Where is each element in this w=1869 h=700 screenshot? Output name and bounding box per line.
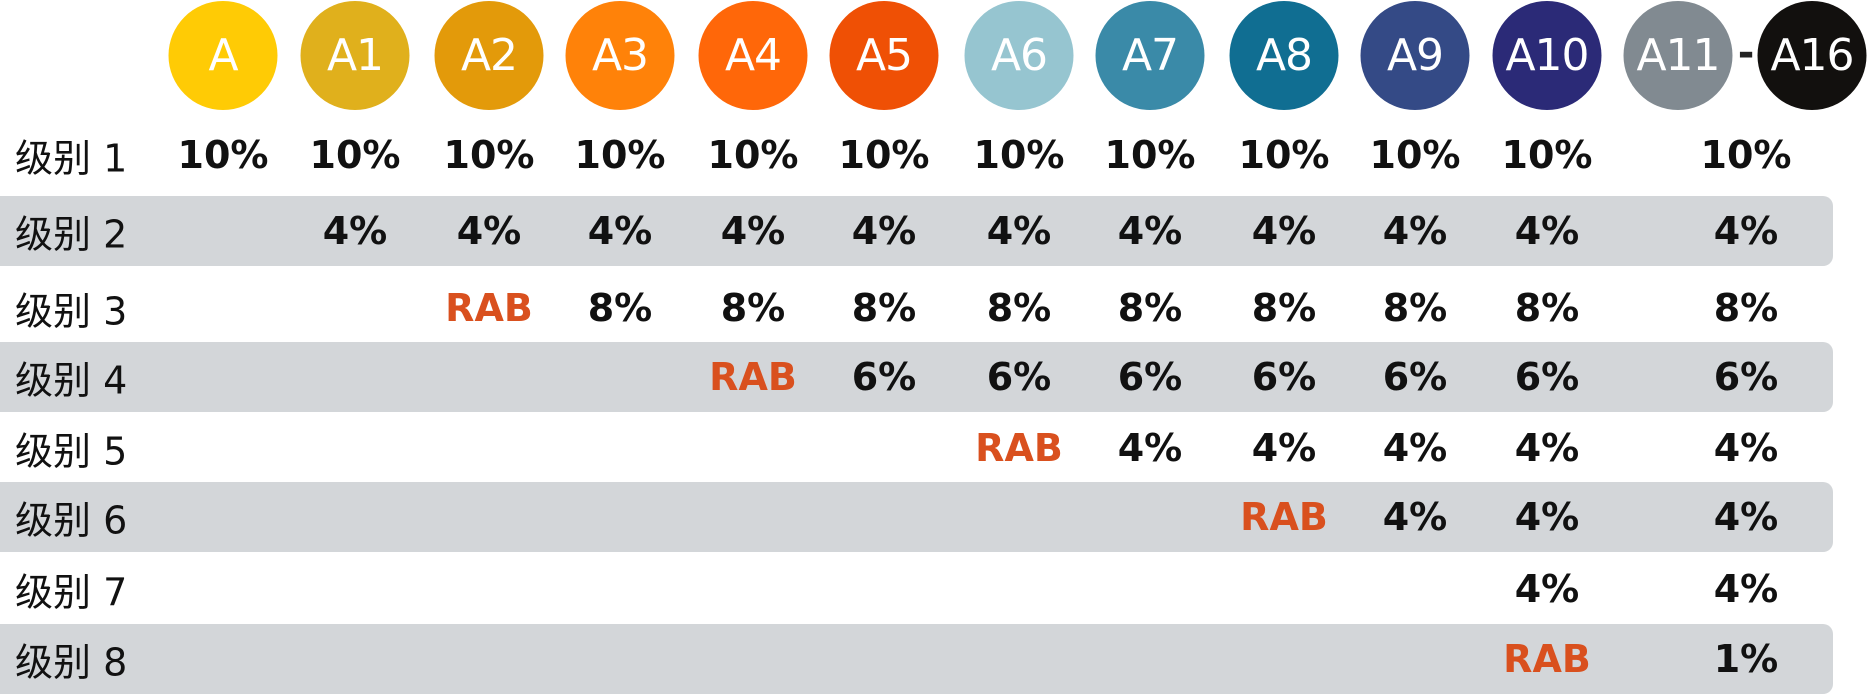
percent-cell: 4% xyxy=(1251,209,1317,253)
percent-cell: 10% xyxy=(1700,133,1792,177)
percent-cell: 10% xyxy=(177,133,269,177)
percent-cell: 4% xyxy=(986,209,1052,253)
percent-cell: 4% xyxy=(1713,495,1779,539)
percent-cell: 4% xyxy=(1713,209,1779,253)
column-badge-a4: A4 xyxy=(698,1,808,110)
column-badge-a8: A8 xyxy=(1229,1,1339,110)
percent-cell: 10% xyxy=(309,133,401,177)
rab-cell: RAB xyxy=(709,355,797,399)
percent-cell: 4% xyxy=(1382,495,1448,539)
percent-cell: 4% xyxy=(851,209,917,253)
percent-cell: 8% xyxy=(1382,286,1448,330)
percent-cell: 10% xyxy=(1501,133,1593,177)
column-badge-a1: A1 xyxy=(300,1,410,110)
percent-cell: 1% xyxy=(1713,637,1779,681)
rab-cell: RAB xyxy=(445,286,533,330)
percent-cell: 6% xyxy=(1251,355,1317,399)
row-label: 级别 5 xyxy=(15,429,128,474)
rab-cell: RAB xyxy=(975,426,1063,470)
percent-cell: 10% xyxy=(1104,133,1196,177)
percent-cell: 6% xyxy=(986,355,1052,399)
percent-cell: 8% xyxy=(1514,286,1580,330)
row-label: 级别 6 xyxy=(15,498,128,543)
rab-cell: RAB xyxy=(1240,495,1328,539)
column-badge-a16: A16 xyxy=(1757,1,1867,110)
percent-cell: 4% xyxy=(1382,426,1448,470)
row-band xyxy=(0,196,1833,266)
column-badge-a7: A7 xyxy=(1095,1,1205,110)
percent-cell: 8% xyxy=(851,286,917,330)
percent-cell: 4% xyxy=(1251,426,1317,470)
row-label: 级别 4 xyxy=(15,358,128,403)
column-badge-a6: A6 xyxy=(964,1,1074,110)
percent-cell: 4% xyxy=(1382,209,1448,253)
percent-cell: 10% xyxy=(574,133,666,177)
column-badge-a2: A2 xyxy=(434,1,544,110)
row-band xyxy=(0,482,1833,552)
percent-cell: 10% xyxy=(973,133,1065,177)
percent-cell: 8% xyxy=(1117,286,1183,330)
column-badge-a: A xyxy=(168,1,278,110)
rab-cell: RAB xyxy=(1503,637,1591,681)
row-label: 级别 1 xyxy=(15,136,128,181)
percent-cell: 10% xyxy=(707,133,799,177)
percent-cell: 8% xyxy=(986,286,1052,330)
percent-cell: 6% xyxy=(1117,355,1183,399)
percent-cell: 4% xyxy=(1514,209,1580,253)
percent-cell: 4% xyxy=(322,209,388,253)
percent-cell: 8% xyxy=(1713,286,1779,330)
row-label: 级别 2 xyxy=(15,212,128,257)
column-badge-a5: A5 xyxy=(829,1,939,110)
percent-cell: 6% xyxy=(1713,355,1779,399)
percent-cell: 4% xyxy=(1117,209,1183,253)
column-badge-a9: A9 xyxy=(1360,1,1470,110)
row-label: 级别 3 xyxy=(15,289,128,334)
row-band xyxy=(0,624,1833,694)
percent-cell: 10% xyxy=(443,133,535,177)
percent-cell: 4% xyxy=(1514,567,1580,611)
column-badge-a3: A3 xyxy=(565,1,675,110)
percent-cell: 10% xyxy=(838,133,930,177)
row-label: 级别 8 xyxy=(15,640,128,685)
percent-cell: 6% xyxy=(851,355,917,399)
percent-cell: 6% xyxy=(1382,355,1448,399)
percent-cell: 4% xyxy=(1713,567,1779,611)
row-band xyxy=(0,342,1833,412)
percent-cell: 10% xyxy=(1238,133,1330,177)
percent-cell: 8% xyxy=(1251,286,1317,330)
percent-cell: 4% xyxy=(720,209,786,253)
percent-cell: 8% xyxy=(587,286,653,330)
percent-cell: 4% xyxy=(1514,495,1580,539)
percent-cell: 4% xyxy=(1514,426,1580,470)
percent-cell: 4% xyxy=(587,209,653,253)
percent-cell: 4% xyxy=(456,209,522,253)
range-separator: - xyxy=(1737,30,1755,76)
column-badge-a11: A11 xyxy=(1623,1,1733,110)
percent-cell: 4% xyxy=(1117,426,1183,470)
percent-cell: 8% xyxy=(720,286,786,330)
percent-cell: 10% xyxy=(1369,133,1461,177)
percent-cell: 6% xyxy=(1514,355,1580,399)
row-label: 级别 7 xyxy=(15,570,128,615)
percent-cell: 4% xyxy=(1713,426,1779,470)
column-badge-a10: A10 xyxy=(1492,1,1602,110)
